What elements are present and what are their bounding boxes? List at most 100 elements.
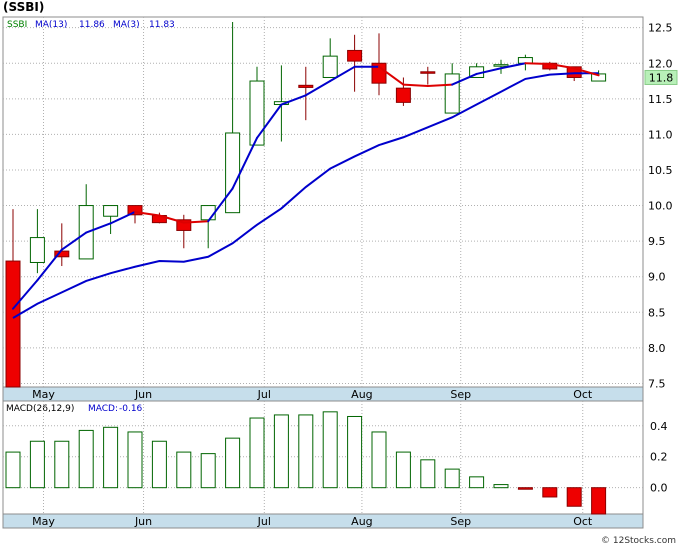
- candle-body: [444, 73, 460, 114]
- price-y-tick-label: 9.5: [648, 235, 666, 248]
- ma3-segment: [329, 65, 356, 83]
- macd-bar: [371, 431, 387, 489]
- macd-bar: [225, 437, 241, 489]
- macd-bar: [298, 414, 314, 489]
- candle-body: [566, 66, 582, 78]
- legend-macd-value-label: MACD:: [88, 404, 118, 414]
- macd-x-tick-label: May: [32, 515, 55, 528]
- macd-x-tick-label: Oct: [573, 515, 593, 528]
- price-x-tick-label: Sep: [450, 388, 471, 401]
- last-price-label: 11.8: [649, 71, 674, 84]
- price-x-tick-label: Jun: [134, 388, 152, 401]
- price-y-tick-label: 11.0: [648, 128, 673, 141]
- ma13-line: [12, 72, 599, 319]
- ma3-segment: [12, 279, 39, 310]
- macd-bar: [322, 411, 338, 489]
- ma3-segment: [426, 83, 454, 88]
- macd-bar: [29, 440, 45, 489]
- macd-bar: [493, 484, 509, 489]
- macd-x-tick-label: Aug: [351, 515, 372, 528]
- ma3-segment: [548, 62, 576, 70]
- candle-body: [5, 260, 21, 388]
- ma3-segment: [60, 231, 88, 251]
- price-y-tick-label: 10.0: [648, 200, 673, 213]
- macd-bar: [420, 459, 436, 489]
- price-x-tick-label: Aug: [351, 388, 372, 401]
- macd-bar: [395, 451, 411, 489]
- macd-x-tick-label: Jul: [257, 515, 271, 528]
- ma3-segment: [158, 214, 185, 224]
- ma3-segment: [109, 210, 136, 225]
- ma3-segment: [402, 83, 429, 88]
- candle-body: [493, 64, 509, 67]
- candle-body: [395, 87, 411, 103]
- macd-bar: [78, 429, 94, 489]
- ma3-segment: [134, 210, 161, 217]
- candle-body: [200, 205, 216, 221]
- macd-bar: [5, 451, 21, 489]
- legend-macd-value: -0.16: [119, 404, 143, 414]
- macd-marks: [5, 411, 607, 515]
- price-y-tick-label: 11.5: [648, 93, 673, 106]
- price-y-tick-label: 8.0: [648, 342, 666, 355]
- ma3-segment: [280, 94, 307, 106]
- last-price-marker: [644, 69, 678, 85]
- price-date-strip: [2, 386, 644, 402]
- price-y-tick-label: 10.5: [648, 164, 673, 177]
- legend-ma13-value: 11.86: [79, 20, 105, 30]
- ma3-segment: [524, 62, 551, 65]
- macd-bar: [469, 476, 485, 489]
- macd-bar: [517, 487, 533, 490]
- footer-credit: © 12Stocks.com: [601, 536, 676, 546]
- ma3-segment: [231, 136, 258, 190]
- ma3-segment: [207, 187, 234, 223]
- legend-ma13-label: MA(13): [35, 20, 67, 30]
- candle-body: [103, 205, 119, 217]
- ma3-segment: [304, 80, 332, 97]
- ma3-segment: [378, 65, 405, 86]
- macd-y-tick-label: 0.0: [650, 482, 668, 495]
- macd-bar: [103, 426, 119, 489]
- price-x-tick-label: Oct: [573, 388, 593, 401]
- macd-bar: [542, 487, 558, 498]
- candle-body: [420, 71, 436, 74]
- candle-body: [347, 49, 363, 62]
- macd-y-tick-label: 0.2: [650, 451, 668, 464]
- macd-y-tick-label: 0.4: [650, 420, 668, 433]
- macd-bar: [249, 417, 265, 489]
- legend-ssbi: SSBI: [7, 20, 27, 30]
- macd-bar: [273, 414, 289, 489]
- candle-body: [298, 84, 314, 88]
- macd-x-tick-label: Sep: [450, 515, 471, 528]
- candle-body: [322, 55, 338, 78]
- price-y-tick-label: 12.0: [648, 57, 673, 70]
- macd-x-tick-label: Jun: [134, 515, 152, 528]
- candle-body: [127, 205, 143, 216]
- ma3-segment: [475, 67, 502, 75]
- macd-bar: [54, 440, 70, 489]
- axis-labels: 7.5 8.0 8.5 9.0 9.5 10.0 10.5 11.0 11.5 12.0 12.5 0…: [32, 22, 678, 528]
- macd-bar: [176, 451, 192, 489]
- price-y-tick-label: 9.0: [648, 271, 666, 284]
- price-y-tick-label: 7.5: [648, 377, 666, 390]
- legend-ma3-value: 11.83: [149, 20, 175, 30]
- macd-bar: [200, 453, 216, 489]
- legend-macd-label: MACD(26,12,9): [6, 404, 74, 414]
- ma3-segment: [451, 72, 478, 86]
- ma3-segment: [256, 103, 283, 139]
- price-x-tick-label: May: [32, 388, 55, 401]
- ma3-segment: [85, 222, 112, 234]
- macd-bar: [151, 440, 167, 489]
- macd-bar: [591, 487, 607, 515]
- macd-bar: [347, 415, 363, 489]
- legend-ma3-label: MA(3): [113, 20, 140, 30]
- price-y-tick-label: 8.5: [648, 306, 666, 319]
- candle-body: [249, 80, 265, 146]
- ma3-segment: [573, 67, 600, 77]
- macd-bar: [444, 468, 460, 489]
- candle-body: [225, 132, 241, 214]
- chart-title: (SSBI): [3, 0, 44, 14]
- ma3-segment: [500, 62, 527, 70]
